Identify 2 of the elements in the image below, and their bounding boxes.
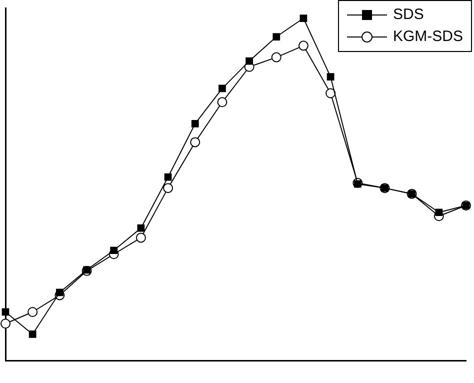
legend-label: SDS (392, 6, 424, 23)
legend-label: KGM-SDS (392, 28, 463, 45)
